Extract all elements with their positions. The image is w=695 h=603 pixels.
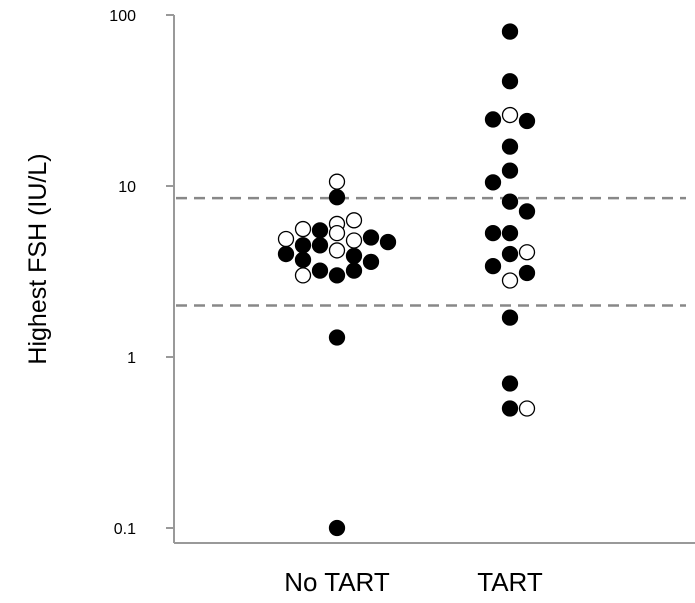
y-tick-label-3: 100	[109, 8, 136, 25]
data-point-filled	[518, 264, 536, 282]
y-tick-label-2: 10	[118, 179, 136, 196]
data-point-open	[294, 267, 312, 284]
data-point-filled	[484, 174, 502, 191]
data-point-open	[328, 224, 346, 242]
data-point-filled	[501, 245, 519, 263]
data-point-filled	[518, 112, 536, 130]
data-point-filled	[484, 111, 502, 128]
y-axis-ticks: 0.1 1 10 100	[109, 8, 174, 538]
reference-lines	[176, 196, 686, 307]
data-point-filled	[501, 162, 519, 179]
data-point-filled	[501, 375, 519, 392]
data-point-filled	[362, 253, 380, 271]
data-point-open	[328, 173, 346, 190]
data-point-filled	[345, 262, 363, 279]
data-point-filled	[501, 309, 519, 326]
data-point-open	[345, 212, 363, 229]
data-point-filled	[311, 222, 329, 239]
y-axis-title: Highest FSH (IU/L)	[24, 153, 52, 364]
data-point-filled	[294, 251, 312, 268]
category-label-1: TART	[477, 567, 543, 597]
data-point-filled	[518, 203, 536, 220]
data-point-filled	[501, 224, 519, 242]
data-point-filled	[328, 519, 346, 537]
data-point-filled	[484, 224, 502, 242]
data-point-open	[518, 400, 536, 417]
data-point-filled	[501, 73, 519, 90]
data-point-open	[345, 232, 363, 249]
data-point-open	[328, 242, 346, 259]
y-tick-label-1: 1	[127, 350, 136, 367]
data-point-filled	[484, 257, 502, 275]
category-label-0: No TART	[284, 567, 390, 597]
data-point-filled	[501, 400, 519, 417]
data-point-filled	[362, 229, 380, 246]
data-points	[277, 23, 536, 537]
data-point-filled	[501, 193, 519, 210]
data-point-filled	[311, 262, 329, 279]
data-point-filled	[345, 247, 363, 265]
y-tick-label-0: 0.1	[114, 521, 136, 538]
data-point-open	[277, 230, 295, 248]
data-point-filled	[328, 189, 346, 206]
data-point-open	[501, 272, 519, 289]
data-point-open	[518, 244, 536, 261]
data-point-open	[501, 106, 519, 124]
category-labels: No TART TART	[284, 567, 543, 597]
data-point-filled	[501, 138, 519, 155]
data-point-filled	[294, 237, 312, 254]
data-point-filled	[277, 245, 295, 263]
data-point-filled	[328, 267, 346, 284]
data-point-filled	[501, 23, 519, 40]
data-point-filled	[311, 237, 329, 254]
data-point-filled	[379, 233, 397, 251]
data-point-open	[294, 220, 312, 238]
data-point-filled	[328, 329, 346, 346]
